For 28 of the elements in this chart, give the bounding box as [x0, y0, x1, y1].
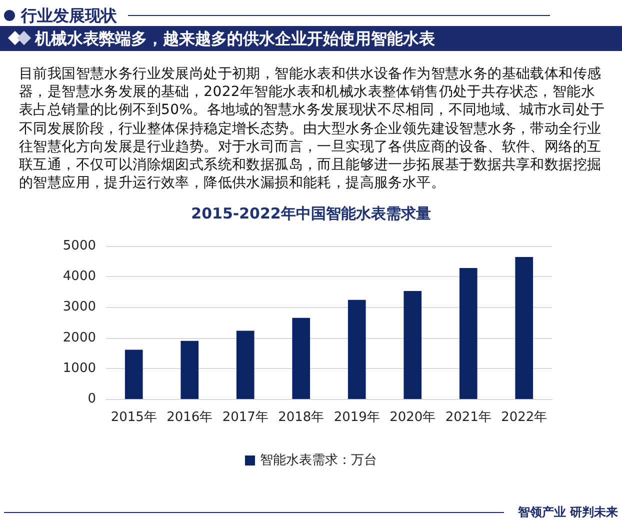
chart-title: 2015-2022年中国智能水表需求量	[191, 204, 431, 222]
x-tick-label: 2017年	[222, 410, 268, 425]
bar	[459, 268, 478, 399]
y-tick-label: 2000	[62, 330, 96, 346]
text: 智领产业 研判未来	[518, 504, 618, 521]
bar	[124, 350, 143, 399]
bar	[180, 340, 199, 399]
bar	[348, 300, 366, 399]
y-tick-label: 5000	[62, 238, 96, 254]
x-tick-label: 2016年	[166, 410, 213, 425]
y-tick-label: 4000	[62, 269, 96, 284]
bar	[292, 318, 310, 399]
x-tick-label: 2022年	[501, 410, 548, 425]
x-tick-label: 2021年	[445, 410, 492, 425]
y-tick-label: 3000	[62, 300, 96, 315]
legend-label: 智能水表需求：万台	[260, 453, 377, 468]
text: 行业发展现状	[21, 5, 117, 27]
x-tick-label: 2019年	[334, 410, 380, 425]
bar	[404, 290, 422, 399]
x-tick-label: 2018年	[278, 410, 324, 425]
y-tick-label: 1000	[62, 360, 96, 376]
x-tick-label: 2015年	[110, 410, 157, 425]
bar	[236, 330, 254, 399]
text: 目前我国智慧水务行业发展尚处于初期，智能水表和供水设备作为智慧水务的基础载体和传感器，是智慧水务发展的基础，2022年智能水表和机械水表整体销售仍处于共存状态，智能水表占总销量的比例不到50%。各地域的智慧水务发展现状不尽相同，不同地域、城市水司处于不同发展阶段，行业整体保持稳定增长态势。由大型水务企业领先建设智慧水务，带动全行业往智慧化方向发展是行业趋势。对于水司而言，一旦实现了各供应商的设备、软件、网络的互联互通，不仅可以消除烟囱式系统和数据孤岛，而且能够进一步拓展基于数据共享和数据挖掘的智慧应用，提升运行效率，降低供水漏损和能耗，提高服务水平。	[19, 65, 605, 192]
text: 机械水表弊端多，越来越多的供水企业开始使用智能水表	[35, 28, 435, 50]
y-tick-label: 0	[88, 392, 96, 406]
x-tick-label: 2020年	[390, 410, 436, 425]
bar	[515, 257, 534, 399]
